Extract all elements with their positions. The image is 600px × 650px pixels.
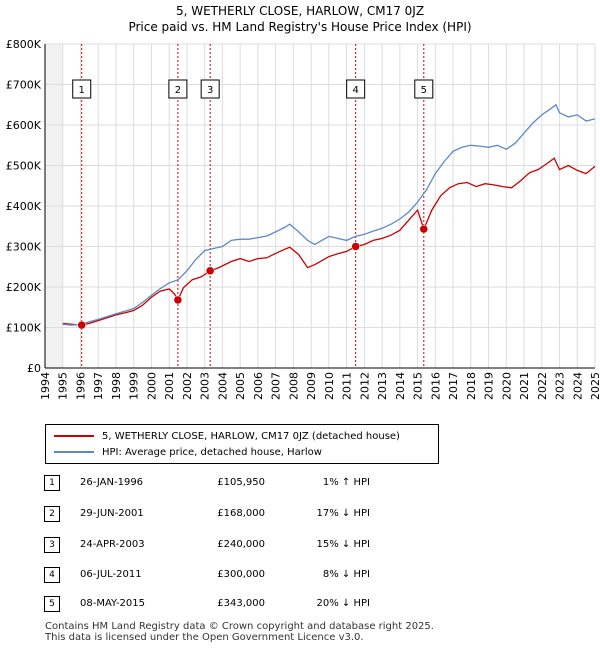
- chart-title: 5, WETHERLY CLOSE, HARLOW, CM17 0JZ: [175, 4, 425, 18]
- x-tick-label: 2012: [358, 372, 371, 400]
- sale-date: 26-JAN-1996: [80, 477, 144, 488]
- x-tick-label: 1995: [57, 372, 70, 400]
- x-tick-label: 2018: [465, 372, 478, 400]
- chart-subtitle: Price paid vs. HM Land Registry's House …: [128, 20, 472, 34]
- x-tick-label: 2000: [145, 372, 158, 400]
- x-tick-label: 2002: [181, 372, 194, 400]
- legend-item-property: 5, WETHERLY CLOSE, HARLOW, CM17 0JZ (det…: [54, 429, 400, 443]
- sale-date: 06-JUL-2011: [80, 569, 142, 580]
- x-tick-label: 2023: [554, 372, 567, 400]
- sale-hpi-diff: 8% ↓ HPI: [322, 569, 370, 580]
- footer-licence: This data is licensed under the Open Gov…: [45, 632, 364, 643]
- sale-point: [77, 320, 86, 330]
- y-tick-label: £200K: [6, 281, 42, 294]
- x-tick-label: 1998: [110, 372, 123, 400]
- table-row: 5 08-MAY-2015 £343,000 20% ↓ HPI: [0, 596, 600, 614]
- sale-marker-box: [168, 79, 188, 99]
- sale-hpi-diff: 1% ↑ HPI: [322, 477, 370, 488]
- hpi-line: [62, 103, 596, 326]
- x-tick-label: 2009: [305, 372, 318, 400]
- sale-marker-label: 1: [79, 85, 85, 96]
- legend-item-hpi: HPI: Average price, detached house, Harl…: [54, 445, 322, 459]
- x-tick-label: 2016: [429, 372, 442, 400]
- footer-copyright: Contains HM Land Registry data © Crown c…: [45, 621, 434, 632]
- sale-price: £343,000: [217, 598, 265, 609]
- sale-point: [419, 224, 429, 234]
- table-row: 2 29-JUN-2001 £168,000 17% ↓ HPI: [0, 506, 600, 524]
- x-tick-label: 2019: [483, 372, 496, 400]
- sale-price: £240,000: [217, 539, 265, 550]
- table-row: 4 06-JUL-2011 £300,000 8% ↓ HPI: [0, 567, 600, 585]
- sale-marker-label: 3: [207, 85, 213, 96]
- y-tick-label: £700K: [6, 79, 42, 92]
- sale-number: 4: [44, 567, 60, 583]
- table-row: 1 26-JAN-1996 £105,950 1% ↑ HPI: [0, 475, 600, 493]
- x-tick-label: 2021: [518, 372, 531, 400]
- sale-hpi-diff: 15% ↓ HPI: [316, 539, 370, 550]
- sale-marker-label: 2: [175, 85, 181, 96]
- y-tick-label: £100K: [6, 322, 42, 335]
- sale-marker-box: [72, 79, 92, 99]
- sale-marker-label: 5: [421, 85, 427, 96]
- property-price-line: [62, 157, 596, 326]
- x-tick-label: 2014: [394, 372, 407, 400]
- x-tick-label: 2003: [199, 372, 212, 400]
- x-tick-label: 2015: [412, 372, 425, 400]
- sale-point: [351, 242, 360, 251]
- sale-number: 1: [44, 475, 60, 491]
- sale-marker-label: 4: [352, 85, 358, 96]
- x-tick-label: 2022: [536, 372, 549, 400]
- x-tick-label: 2017: [447, 372, 460, 400]
- x-tick-label: 2011: [341, 372, 354, 400]
- x-tick-label: 2020: [500, 372, 513, 400]
- x-tick-label: 2010: [323, 372, 336, 400]
- y-tick-label: £300K: [6, 241, 42, 254]
- x-tick-label: 2006: [252, 372, 265, 400]
- legend-label-hpi: HPI: Average price, detached house, Harl…: [102, 446, 322, 458]
- legend-swatch-property: [54, 435, 94, 437]
- y-tick-label: £800K: [6, 38, 42, 51]
- sale-point: [205, 266, 215, 276]
- x-tick-label: 2001: [163, 372, 176, 400]
- sale-price: £105,950: [217, 477, 265, 488]
- x-tick-label: 2024: [571, 372, 584, 400]
- y-tick-label: £400K: [6, 200, 42, 213]
- x-tick-label: 2007: [270, 372, 283, 400]
- x-tick-label: 2025: [589, 372, 600, 400]
- sale-price: £300,000: [217, 569, 265, 580]
- sale-point: [173, 295, 183, 305]
- x-tick-label: 1997: [92, 372, 105, 400]
- sale-marker-box: [346, 79, 366, 99]
- sale-marker-box: [414, 79, 434, 99]
- sale-date: 08-MAY-2015: [80, 598, 146, 609]
- x-tick-label: 2013: [376, 372, 389, 400]
- legend-label-property: 5, WETHERLY CLOSE, HARLOW, CM17 0JZ (det…: [102, 430, 400, 442]
- sale-date: 29-JUN-2001: [80, 508, 144, 519]
- sale-price: £168,000: [217, 508, 265, 519]
- x-tick-label: 1999: [128, 372, 141, 400]
- x-tick-label: 2005: [234, 372, 247, 400]
- x-tick-label: 1996: [74, 372, 87, 400]
- x-tick-label: 1994: [39, 372, 52, 400]
- legend: 5, WETHERLY CLOSE, HARLOW, CM17 0JZ (det…: [45, 424, 439, 464]
- sale-date: 24-APR-2003: [80, 539, 145, 550]
- sale-marker-box: [200, 79, 220, 99]
- sale-hpi-diff: 17% ↓ HPI: [316, 508, 370, 519]
- legend-swatch-hpi: [54, 451, 94, 453]
- y-tick-label: £0: [27, 362, 41, 375]
- price-chart: £0 £100K £200K £300K £400K £500K £600K £700K £80…: [6, 38, 600, 400]
- sale-hpi-diff: 20% ↓ HPI: [316, 598, 370, 609]
- y-tick-label: £600K: [6, 119, 42, 132]
- x-tick-label: 2004: [216, 372, 229, 400]
- y-tick-label: £500K: [6, 160, 42, 173]
- sale-number: 5: [44, 596, 60, 612]
- sale-number: 2: [44, 506, 60, 522]
- sale-number: 3: [44, 537, 60, 553]
- table-row: 3 24-APR-2003 £240,000 15% ↓ HPI: [0, 537, 600, 555]
- x-tick-label: 2008: [287, 372, 300, 400]
